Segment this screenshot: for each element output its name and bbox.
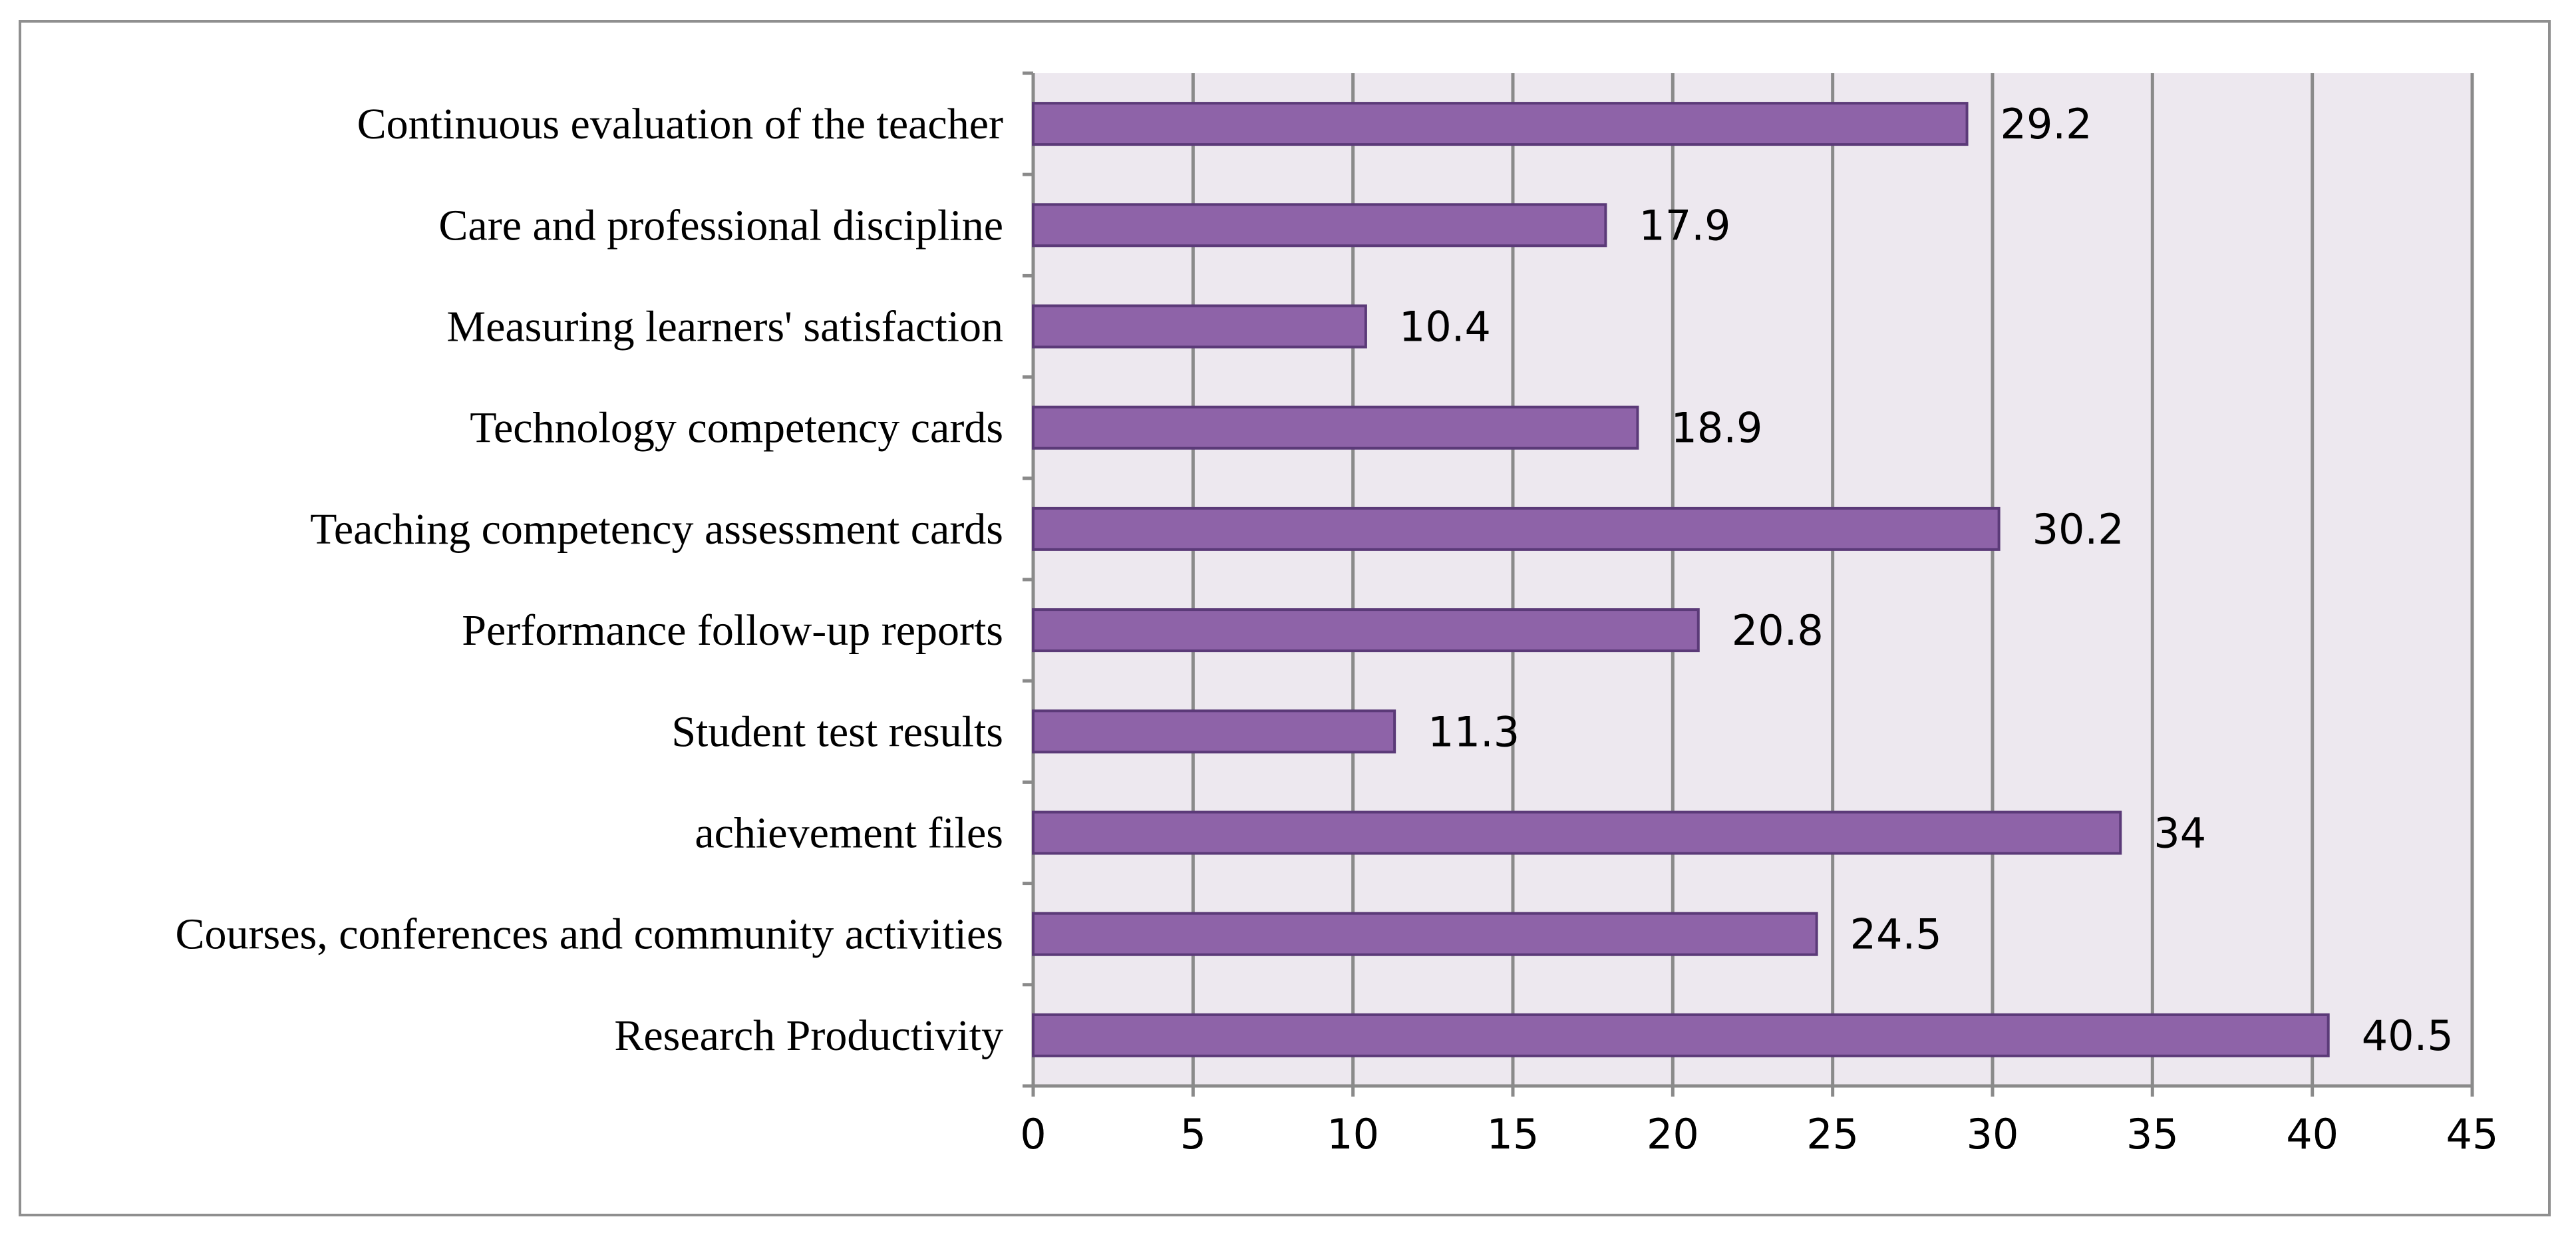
data-label: 20.8 [1732,606,1824,655]
category-label: Courses, conferences and community activ… [176,910,1003,959]
data-label: 17.9 [1639,201,1730,250]
data-label: 11.3 [1428,707,1520,756]
x-tick-label: 20 [1647,1110,1699,1158]
bar [1032,608,1700,653]
x-tick-label: 5 [1180,1110,1206,1158]
category-label: Student test results [671,707,1003,756]
x-tick-label: 30 [1967,1110,2019,1158]
category-label: Teaching competency assessment cards [310,505,1003,554]
x-tick-label: 40 [2286,1110,2338,1158]
bar [1032,1013,2330,1057]
x-tick-label: 10 [1327,1110,1379,1158]
x-tick-label: 15 [1487,1110,1539,1158]
category-label: Performance follow-up reports [462,606,1003,655]
category-label: Technology competency cards [470,404,1003,452]
bar [1032,102,1969,146]
category-label: Continuous evaluation of the teacher [357,100,1003,148]
data-label: 24.5 [1850,910,1942,959]
x-tick-label: 25 [1806,1110,1859,1158]
bar [1032,405,1639,450]
bar [1032,810,2122,855]
bar [1032,912,1818,956]
bar [1032,304,1367,349]
category-label: Measuring learners' satisfaction [446,303,1003,351]
data-label: 40.5 [2362,1011,2454,1060]
bar [1032,506,2001,551]
data-label: 34 [2154,809,2206,858]
x-tick-label: 45 [2446,1110,2499,1158]
bar [1032,709,1396,754]
data-label: 29.2 [2001,100,2092,148]
category-label: Research Productivity [614,1011,1003,1060]
data-label: 10.4 [1399,303,1491,351]
category-label: achievement files [695,809,1003,858]
category-label: Care and professional discipline [438,201,1003,250]
bar [1032,203,1607,248]
data-label: 30.2 [2032,505,2124,554]
data-label: 18.9 [1671,404,1762,452]
x-tick-label: 0 [1020,1110,1046,1158]
x-tick-label: 35 [2126,1110,2179,1158]
